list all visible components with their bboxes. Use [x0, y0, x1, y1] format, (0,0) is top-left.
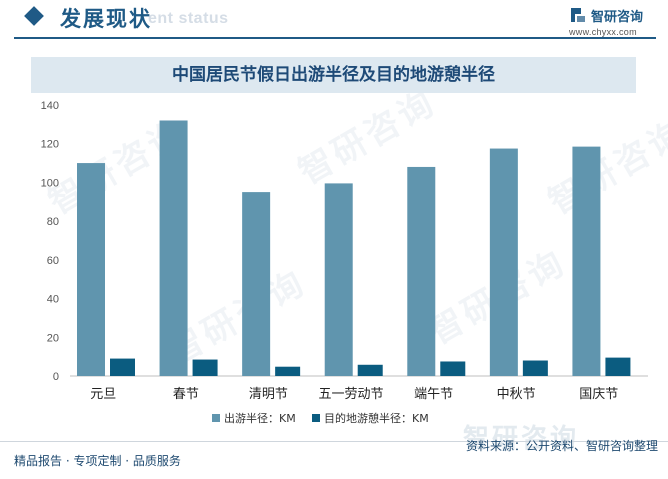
x-tick-label: 春节 [173, 387, 199, 402]
header: ent status 发展现状 智研咨询 www.chyxx.com [0, 0, 668, 40]
y-tick-label: 60 [47, 255, 59, 267]
bar-travel-radius [324, 183, 353, 376]
legend-swatch [212, 414, 220, 422]
y-tick-label: 140 [41, 100, 59, 112]
bar-travel-radius [77, 163, 105, 376]
y-tick-label: 40 [47, 294, 59, 306]
y-tick-label: 0 [53, 371, 59, 383]
x-tick-label: 端午节 [414, 387, 453, 402]
legend-swatch [312, 414, 320, 422]
bar-travel-radius [572, 146, 601, 376]
bar-travel-radius [407, 166, 436, 376]
bar-recreation-radius [110, 358, 135, 376]
header-subtitle: ent status [148, 10, 229, 27]
y-tick-label: 120 [41, 139, 59, 151]
chart-title: 中国居民节假日出游半径及目的地游憩半径 [172, 65, 495, 85]
header-title: 发展现状 [60, 7, 152, 31]
bar-recreation-radius [605, 357, 631, 376]
x-tick-label: 清明节 [249, 387, 288, 402]
bar-recreation-radius [275, 366, 301, 376]
bar-travel-radius [489, 148, 518, 376]
x-tick-label: 国庆节 [579, 387, 618, 402]
y-tick-label: 80 [47, 216, 59, 228]
brand-icon [571, 8, 585, 22]
legend-label: 出游半径：KM [224, 411, 296, 425]
bar-travel-radius [242, 192, 271, 376]
chart-title-band: 中国居民节假日出游半径及目的地游憩半径 [31, 57, 636, 93]
bar-recreation-radius [440, 361, 466, 376]
footer-tagline: 精品报告 · 专项定制 · 品质服务 [14, 454, 181, 468]
x-tick-label: 中秋节 [497, 387, 536, 402]
brand-name: 智研咨询 [591, 10, 644, 25]
footer-divider [0, 441, 668, 442]
bar-recreation-radius [357, 364, 383, 376]
bar-recreation-radius [522, 360, 548, 376]
header-divider [14, 37, 656, 39]
source-note: 资料来源：公开资料、智研咨询整理 [465, 439, 658, 453]
y-tick-label: 20 [47, 332, 59, 344]
x-tick-label: 元旦 [90, 387, 116, 402]
watermark: 智研咨询 [463, 424, 580, 454]
legend-label: 目的地游憩半径：KM [324, 411, 429, 425]
x-tick-label: 五一劳动节 [318, 386, 383, 402]
brand-url: www.chyxx.com [569, 27, 637, 37]
bar-recreation-radius [192, 359, 218, 376]
bar-travel-radius [159, 120, 188, 376]
y-tick-label: 100 [41, 177, 59, 189]
